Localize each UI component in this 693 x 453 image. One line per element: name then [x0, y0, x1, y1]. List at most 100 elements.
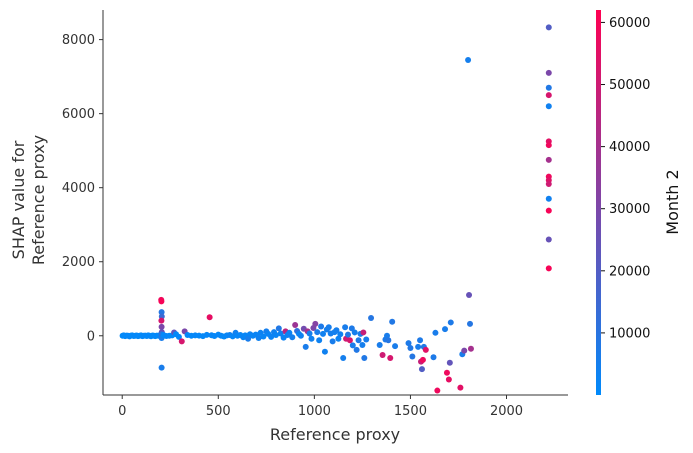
scatter-point-150	[446, 359, 453, 366]
scatter-point-85	[289, 334, 296, 341]
scatter-point-147	[442, 326, 449, 333]
scatter-point-148	[443, 369, 450, 376]
scatter-point-166	[545, 156, 552, 163]
scatter-point-103	[325, 324, 332, 331]
scatter-point-157	[467, 320, 473, 327]
scatter-point-73	[260, 333, 267, 340]
scatter-point-96	[312, 320, 319, 327]
scatter-point-151	[447, 319, 454, 326]
scatter-point-114	[346, 337, 353, 344]
scatter-point-79	[275, 325, 282, 332]
scatter-point-126	[376, 342, 383, 349]
scatter-point-158	[467, 345, 474, 352]
x-tick-label-3: 1500	[394, 404, 427, 419]
colorbar-ticks: 10000 20000 30000 40000 50000 60000	[601, 16, 650, 341]
scatter-point-94	[308, 335, 315, 342]
scatter-point-119	[355, 337, 362, 344]
scatter-point-136	[409, 353, 416, 360]
scatter-point-45	[178, 338, 185, 345]
scatter-point-117	[351, 329, 358, 336]
colorbar-tick-label-3: 40000	[609, 140, 650, 155]
scatter-point-91	[302, 343, 309, 350]
scatter-point-127	[379, 352, 386, 359]
scatter-point-161	[545, 84, 552, 91]
scatter-point-111	[342, 324, 349, 331]
scatter-point-162	[545, 92, 552, 99]
scatter-point-156	[466, 292, 473, 299]
colorbar	[596, 10, 601, 395]
scatter-point-134	[405, 340, 412, 347]
scatter-point-146	[434, 387, 441, 394]
scatter-point-32	[158, 323, 165, 330]
scatter-point-143	[422, 346, 429, 353]
scatter-point-141	[419, 356, 426, 363]
scatter-point-107	[333, 327, 340, 334]
scatter-point-140	[418, 366, 425, 373]
x-tick-label-1: 500	[206, 404, 231, 419]
scatter-point-131	[387, 354, 394, 361]
scatter-point-113	[344, 331, 351, 338]
colorbar-tick-label-2: 30000	[609, 202, 650, 217]
scatter-point-78	[272, 332, 279, 339]
scatter-point-130	[385, 337, 392, 344]
colorbar-title: Month 2	[663, 169, 682, 234]
scatter-point-160	[545, 69, 552, 76]
y-tick-label-1: 2000	[62, 255, 95, 270]
y-tick-label-2: 4000	[62, 181, 95, 196]
scatter-point-171	[545, 207, 552, 214]
scatter-point-132	[389, 318, 396, 325]
y-tick-label-3: 6000	[62, 107, 95, 122]
x-axis-ticks: 0 500 1000 1500 2000	[118, 395, 523, 419]
scatter-points	[119, 24, 552, 394]
scatter-point-89	[297, 332, 304, 339]
scatter-point-172	[545, 236, 552, 243]
y-axis-ticks: 0 2000 4000 6000 8000	[62, 33, 103, 344]
scatter-point-169	[545, 180, 552, 187]
colorbar-tick-label-0: 10000	[609, 326, 650, 341]
colorbar-tick-label-1: 20000	[609, 264, 650, 279]
scatter-point-163	[545, 103, 552, 110]
x-tick-label-0: 0	[118, 404, 126, 419]
scatter-point-144	[430, 354, 437, 361]
scatter-point-105	[329, 338, 336, 345]
scatter-point-159	[545, 24, 552, 31]
scatter-point-145	[432, 329, 439, 336]
x-axis-title: Reference proxy	[270, 425, 400, 444]
scatter-point-29	[158, 309, 165, 316]
scatter-point-44	[175, 333, 182, 340]
scatter-point-138	[417, 337, 424, 344]
scatter-point-31	[158, 317, 165, 324]
scatter-point-133	[392, 343, 399, 350]
scatter-point-93	[306, 330, 313, 337]
scatter-point-71	[255, 334, 262, 341]
x-tick-label-2: 1000	[298, 404, 331, 419]
scatter-point-116	[349, 342, 356, 349]
scatter-point-125	[368, 315, 375, 321]
scatter-point-118	[353, 346, 360, 353]
y-axis-title-line-1: SHAP value for	[9, 140, 28, 259]
scatter-point-98	[316, 337, 323, 344]
scatter-point-124	[363, 336, 370, 343]
scatter-point-99	[318, 323, 325, 330]
scatter-point-165	[545, 142, 552, 149]
colorbar-tick-label-4: 50000	[609, 78, 650, 93]
scatter-point-152	[457, 384, 464, 391]
scatter-point-53	[206, 314, 213, 321]
scatter-point-121	[359, 342, 366, 349]
scatter-point-84	[286, 329, 293, 336]
scatter-point-52	[203, 331, 210, 338]
y-tick-label-4: 8000	[62, 33, 95, 48]
scatter-point-37	[158, 364, 165, 371]
scatter-point-122	[360, 329, 367, 336]
scatter-point-154	[461, 347, 468, 354]
scatter-point-137	[415, 343, 422, 350]
scatter-point-97	[314, 329, 321, 336]
scatter-point-135	[407, 344, 414, 351]
scatter-point-149	[445, 376, 452, 383]
scatter-point-123	[361, 354, 368, 361]
y-axis-title-line-2: Reference proxy	[29, 135, 48, 265]
scatter-point-109	[337, 331, 344, 338]
colorbar-tick-label-5: 60000	[609, 16, 650, 31]
scatter-point-110	[340, 354, 347, 361]
